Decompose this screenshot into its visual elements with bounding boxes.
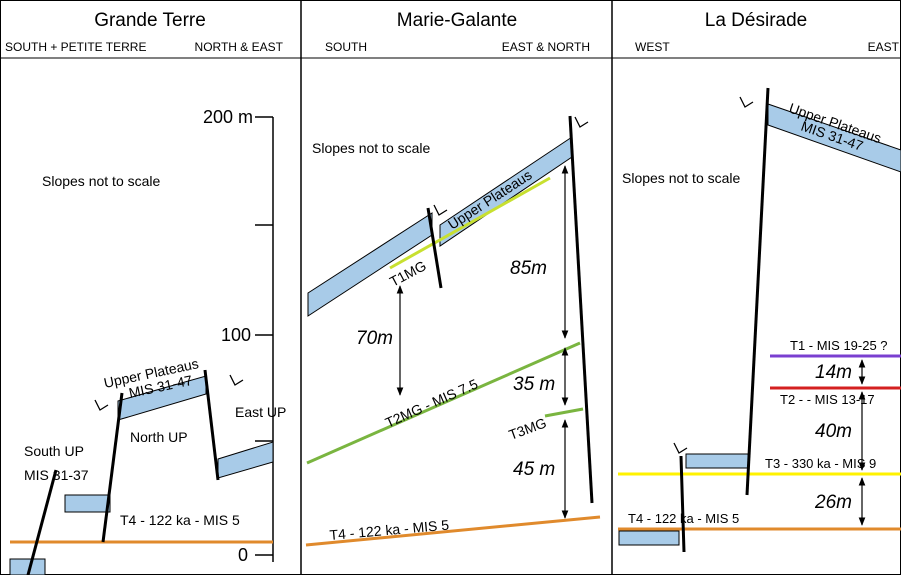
fault xyxy=(203,369,220,481)
height-label: 26m xyxy=(814,492,852,513)
terrace-line xyxy=(306,341,581,465)
scale-label: 100 xyxy=(221,325,251,345)
height-label: 14m xyxy=(815,362,852,383)
fault-arrow xyxy=(433,204,448,216)
fault-arrow xyxy=(673,442,688,454)
block xyxy=(685,453,749,469)
side-label: NORTH & EAST xyxy=(195,40,284,54)
label: T1MG xyxy=(387,257,429,289)
block xyxy=(618,530,680,546)
label: T2 - - MIS 13-17 xyxy=(780,392,875,407)
fault xyxy=(426,207,443,289)
fault-arrow xyxy=(94,399,109,411)
terrace-line xyxy=(544,407,584,418)
panel-title: Marie-Galante xyxy=(397,10,517,31)
scale-bar xyxy=(255,116,274,562)
height-label: 45 m xyxy=(513,459,555,480)
block xyxy=(9,558,46,575)
fault-arrow xyxy=(739,96,754,108)
note: Slopes not to scale xyxy=(312,140,431,156)
side-label: EAST xyxy=(868,40,900,54)
fault xyxy=(745,87,770,496)
side-label: SOUTH + PETITE TERRE xyxy=(5,40,146,54)
block xyxy=(767,103,901,173)
fault-arrow xyxy=(574,116,589,128)
label: T4 - 122 ka - MIS 5 xyxy=(329,517,450,543)
fault xyxy=(568,115,594,504)
label: T1 - MIS 19-25 ? xyxy=(790,338,888,353)
terrace-line xyxy=(389,176,551,270)
side-label: SOUTH xyxy=(325,40,367,54)
fault xyxy=(26,469,58,575)
label: T3MG xyxy=(507,414,549,442)
height-label: 85m xyxy=(510,258,547,279)
label: MIS 31-37 xyxy=(24,467,89,483)
label: T4 - 122 ka - MIS 5 xyxy=(628,511,739,526)
panel-title: Grande Terre xyxy=(94,10,206,31)
block xyxy=(64,494,111,513)
terrace-line xyxy=(305,515,601,547)
fault xyxy=(679,455,686,553)
fault-arrow xyxy=(229,374,244,386)
height-label: 70m xyxy=(356,328,393,349)
scale-label: 200 m xyxy=(203,107,253,127)
label: T3 - 330 ka - MIS 9 xyxy=(765,456,876,471)
label: Upper Plateaus xyxy=(445,167,535,233)
label: North UP xyxy=(130,429,188,445)
label: South UP xyxy=(24,443,84,459)
label: T2MG - MIS 7.5 xyxy=(383,376,481,431)
note: Slopes not to scale xyxy=(42,173,161,189)
height-label: 40m xyxy=(815,421,852,442)
note: Slopes not to scale xyxy=(622,170,741,186)
panel-title: La Désirade xyxy=(705,10,807,31)
label: East UP xyxy=(235,404,286,420)
side-label: EAST & NORTH xyxy=(502,40,590,54)
scale-label: 0 xyxy=(238,545,248,565)
height-label: 35 m xyxy=(513,374,555,395)
side-label: WEST xyxy=(635,40,670,54)
label: T4 - 122 ka - MIS 5 xyxy=(120,512,240,528)
block xyxy=(217,441,274,479)
fault xyxy=(101,392,124,543)
